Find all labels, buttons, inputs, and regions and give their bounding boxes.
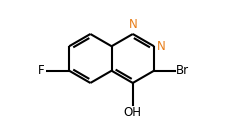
Text: N: N: [157, 40, 166, 53]
Text: OH: OH: [124, 106, 142, 119]
Text: Br: Br: [176, 64, 189, 77]
Text: N: N: [128, 18, 137, 31]
Text: F: F: [38, 64, 44, 77]
